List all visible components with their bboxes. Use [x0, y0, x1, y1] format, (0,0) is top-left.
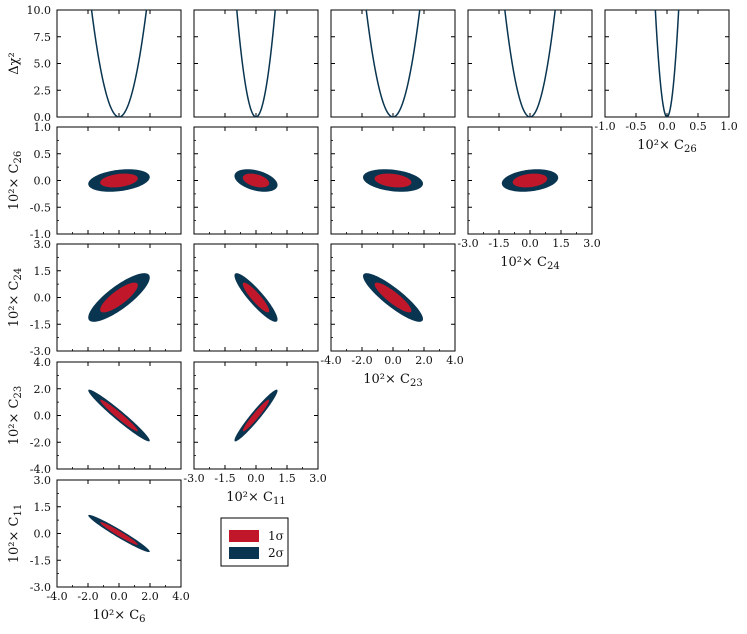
x-tick-label-C24: 0.0 [521, 237, 539, 250]
chi2-tick-label: 5.0 [34, 58, 52, 71]
x-tick-label-C26: 1.0 [720, 120, 738, 133]
chi2-panel-C6 [56, 9, 182, 118]
x-axis-label-C6: 10²× C6 [92, 608, 145, 625]
y-axis-label-C26: 10²× C26 [7, 151, 24, 210]
x-tick-label-C11: 3.0 [309, 472, 327, 485]
contour-1sigma [100, 282, 138, 313]
x-tick-label-C6: -4.0 [46, 590, 67, 603]
legend-swatch-1sigma [229, 530, 259, 542]
x-tick-label-C6: 2.0 [141, 590, 159, 603]
y-axis-label-C24: 10²× C24 [7, 268, 24, 327]
x-tick-label-C23: -2.0 [351, 354, 372, 367]
chi2-tick-label: 0.0 [34, 111, 52, 124]
x-tick-label-C23: 2.0 [415, 354, 433, 367]
contour-panel-C23-vs-C6 [56, 361, 182, 470]
x-axis-label-C26: 10²× C26 [637, 138, 696, 155]
x-tick-label-C26: -1.0 [594, 120, 615, 133]
x-tick-label-C23: 0.0 [384, 354, 402, 367]
y-tick-label-C23: 0.0 [34, 410, 52, 423]
contour-panel-C26-vs-C11 [193, 126, 319, 235]
y-tick-label-C26: 0.0 [34, 175, 52, 188]
contour-panel-C23-vs-C11 [193, 361, 319, 470]
contour-panel-C26-vs-C24 [467, 126, 593, 235]
chi2-panel-C23 [330, 9, 456, 118]
y-tick-label-C11: 1.5 [34, 501, 52, 514]
x-tick-label-C23: 4.0 [446, 354, 464, 367]
contour-1sigma [374, 282, 412, 313]
x-axis-label-C24: 10²× C24 [500, 255, 559, 272]
x-axis-label-C11: 10²× C11 [226, 490, 285, 507]
chi2-tick-label: 2.5 [34, 84, 52, 97]
y-tick-label-C24: -3.0 [30, 345, 51, 358]
legend-swatch-2sigma [229, 547, 259, 559]
y-tick-label-C24: -1.5 [30, 318, 51, 331]
legend-label-2sigma: 2σ [268, 546, 284, 560]
contour-panel-C11-vs-C6 [56, 479, 182, 588]
panel-frame [330, 9, 456, 118]
y-tick-label-C23: -4.0 [30, 463, 51, 476]
contour-panel-C24-vs-C11 [193, 243, 319, 352]
chi2-panel-C26 [604, 9, 730, 118]
x-axis-label-C23: 10²× C23 [363, 372, 422, 389]
panel-frame [56, 9, 182, 118]
x-tick-label-C11: 1.5 [278, 472, 296, 485]
y-tick-label-C11: 3.0 [34, 474, 52, 487]
x-tick-label-C24: -1.5 [488, 237, 509, 250]
y-tick-label-C23: 4.0 [34, 356, 52, 369]
x-tick-label-C24: -3.0 [457, 237, 478, 250]
x-tick-label-C24: 3.0 [583, 237, 601, 250]
chi2-axis-label: Δχ² [7, 52, 22, 74]
y-tick-label-C24: 3.0 [34, 238, 52, 251]
x-tick-label-C24: 1.5 [552, 237, 570, 250]
chi2-tick-label: 10.0 [27, 4, 52, 17]
panel-frame [193, 9, 319, 118]
y-tick-label-C26: 1.0 [34, 121, 52, 134]
panels-layer: 0.0 2.5 5.0 7.5 10.0 Δχ² -1.0 -0.5 0.0 0.5 1.0 10²×… [7, 4, 738, 625]
panel-frame [467, 9, 593, 118]
x-tick-label-C26: 0.5 [689, 120, 707, 133]
chi2-panel-C24 [467, 9, 593, 118]
x-tick-label-C23: -4.0 [320, 354, 341, 367]
legend: 1σ 2σ [220, 517, 289, 567]
x-tick-label-C6: 0.0 [110, 590, 128, 603]
legend-label-1sigma: 1σ [268, 529, 284, 543]
contour-panel-C26-vs-C23 [330, 126, 456, 235]
contour-1sigma [100, 522, 138, 545]
y-axis-label-C11: 10²× C11 [7, 504, 24, 563]
y-tick-label-C24: 0.0 [34, 292, 52, 305]
y-tick-label-C11: -1.5 [30, 554, 51, 567]
y-tick-label-C24: 1.5 [34, 265, 52, 278]
contour-panel-C24-vs-C6 [56, 243, 182, 352]
contour-1sigma [242, 399, 270, 432]
x-tick-label-C11: -1.5 [214, 472, 235, 485]
x-tick-label-C26: -0.5 [625, 120, 646, 133]
y-tick-label-C26: 0.5 [34, 148, 52, 161]
x-tick-label-C11: 0.0 [247, 472, 265, 485]
x-tick-label-C26: 0.0 [658, 120, 676, 133]
y-tick-label-C23: 2.0 [34, 383, 52, 396]
contour-1sigma [242, 173, 270, 188]
contour-1sigma [242, 282, 270, 313]
contour-1sigma [512, 173, 548, 188]
x-tick-label-C6: -2.0 [77, 590, 98, 603]
chi2-panel-C11 [193, 9, 319, 118]
contour-1sigma [374, 173, 412, 188]
contour-panel-C24-vs-C23 [330, 243, 456, 352]
y-tick-label-C26: -0.5 [30, 201, 51, 214]
y-tick-label-C26: -1.0 [30, 228, 51, 241]
x-tick-label-C11: -3.0 [183, 472, 204, 485]
contour-1sigma [100, 173, 138, 188]
contour-1sigma [100, 399, 138, 432]
contour-panel-C26-vs-C6 [56, 126, 182, 235]
panel-frame [604, 9, 730, 118]
y-axis-label-C23: 10²× C23 [7, 386, 24, 445]
y-tick-label-C11: 0.0 [34, 528, 52, 541]
chi2-tick-label: 7.5 [34, 31, 52, 44]
y-tick-label-C11: -3.0 [30, 581, 51, 594]
x-tick-label-C6: 4.0 [172, 590, 190, 603]
y-tick-label-C23: -2.0 [30, 436, 51, 449]
